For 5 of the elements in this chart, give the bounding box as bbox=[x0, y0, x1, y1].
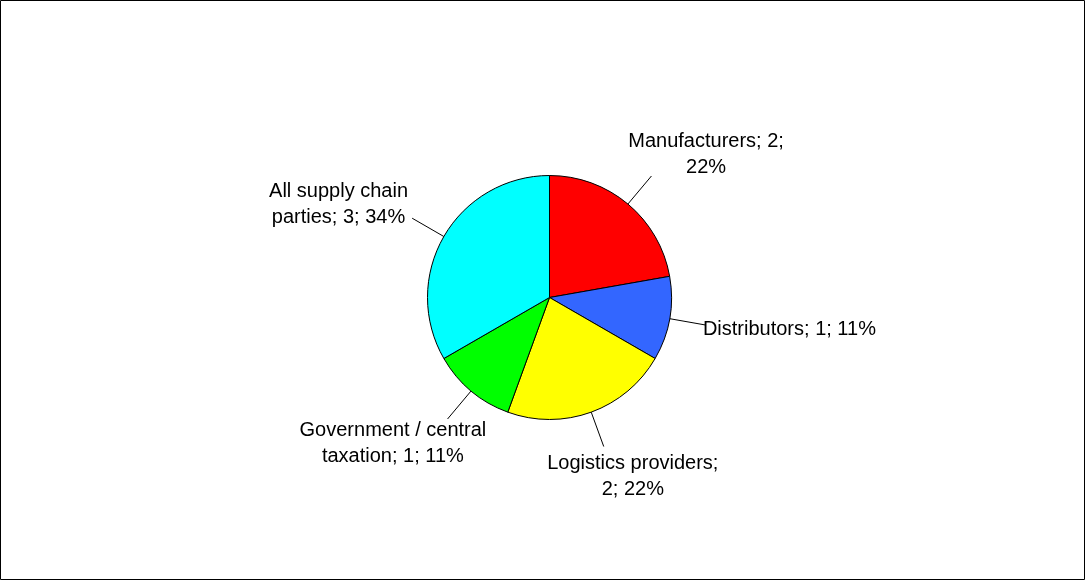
slice-label: Logistics providers; 2; 22% bbox=[547, 450, 719, 499]
slice-label: Manufacturers; 2; 22% bbox=[628, 128, 784, 178]
slice-label: All supply chain parties; 3; 34% bbox=[269, 179, 409, 228]
slice-label: Distributors; 1; 11% bbox=[702, 317, 877, 340]
slice-label: Government / central taxation; 1; 11% bbox=[299, 417, 487, 467]
